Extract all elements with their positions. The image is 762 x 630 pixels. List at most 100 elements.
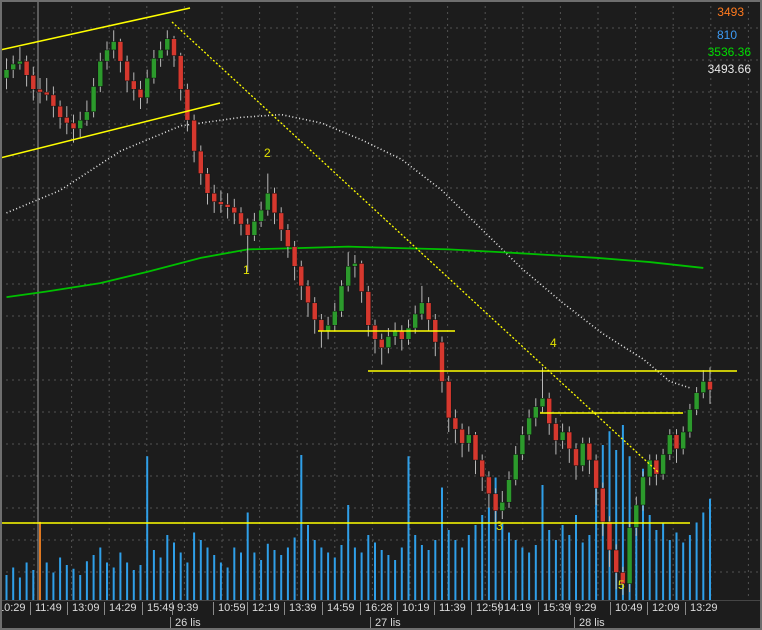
candle (57, 105, 63, 118)
volume-bar (213, 555, 216, 600)
volume-bar (273, 550, 276, 600)
candle (626, 527, 633, 584)
volume-bar (441, 487, 443, 600)
candle (573, 448, 579, 466)
volume-bar (313, 540, 316, 600)
candle (512, 454, 519, 480)
volume-bar (246, 512, 249, 600)
volume-bar (467, 535, 470, 600)
candle (84, 111, 90, 121)
volume-bar (99, 547, 102, 600)
price-chart-canvas[interactable]: 1 2 3 4 5 (0, 0, 762, 600)
date-axis[interactable]: 26 lis 27 lis 28 lis (0, 616, 762, 630)
volume-bar (474, 525, 477, 600)
time-tick-label: 12:59 (471, 602, 504, 615)
downtrend-line (171, 21, 659, 473)
candle (184, 89, 191, 121)
wave-label-2: 2 (264, 146, 271, 160)
volume-bar (72, 568, 75, 600)
volume-bar (494, 477, 497, 600)
wave-label-4: 4 (550, 336, 557, 350)
volume-bar (320, 547, 323, 600)
ma-fast-value-label: 3493.66 (707, 62, 751, 76)
volume-bar (554, 540, 557, 600)
candle (593, 459, 599, 489)
time-tick-label: 10:29 (0, 602, 26, 615)
candle (3, 69, 10, 79)
volume-bar (420, 545, 423, 600)
volume-bar (347, 505, 350, 600)
volume-bar (199, 540, 202, 600)
channel-upper (0, 7, 191, 51)
volume-bar (461, 547, 464, 600)
volume-bar (293, 537, 296, 600)
volume-bar (240, 552, 242, 600)
candle (345, 266, 351, 287)
volume-bar (387, 555, 390, 600)
candle (506, 479, 512, 503)
candle (285, 229, 291, 247)
candle (37, 89, 43, 93)
volume-bar (300, 455, 303, 600)
volume-bar (514, 540, 517, 600)
time-axis[interactable]: 10:29 11:49 13:09 14:29 15:49 9:39 10:59 12:19 1… (0, 600, 762, 617)
candle (164, 38, 171, 51)
candle (110, 41, 117, 51)
candle (653, 459, 660, 475)
time-tick-label: 13:39 (284, 602, 317, 615)
candle (646, 459, 653, 478)
volume-bar (119, 552, 122, 600)
date-label: 27 lis (370, 617, 401, 630)
candle (546, 398, 552, 424)
volume-bar (32, 570, 35, 600)
candle (539, 398, 546, 407)
candle (553, 423, 559, 441)
candle (151, 58, 157, 79)
volume-bar (648, 515, 651, 600)
volume-bar (39, 521, 41, 600)
time-tick-label: 9:29 (570, 602, 596, 615)
volume-bar (112, 567, 115, 600)
volume-bar (709, 498, 711, 600)
candle (258, 209, 264, 222)
volume-bar (528, 552, 531, 600)
candle (291, 246, 298, 267)
volume-bar (548, 530, 551, 600)
candle (231, 207, 238, 214)
candle (157, 49, 164, 59)
candle (479, 459, 485, 478)
volume-bar (702, 512, 705, 600)
candle (372, 324, 378, 340)
candle (90, 86, 97, 113)
candle (533, 406, 539, 419)
volume-bar (407, 456, 410, 600)
candle (700, 381, 707, 393)
volume-bar (25, 562, 28, 600)
candle (559, 431, 566, 441)
time-tick-label: 11:49 (30, 602, 62, 615)
candle (405, 327, 412, 340)
time-tick-label: 10:59 (213, 602, 246, 615)
candle (311, 302, 318, 320)
volume-bar (588, 535, 591, 600)
volume-bar (132, 570, 135, 600)
candle (218, 201, 224, 205)
candle (412, 313, 418, 329)
time-tick-label: 14:19 (499, 602, 532, 615)
candle (318, 319, 325, 332)
candle (265, 192, 271, 211)
volume-bar (635, 505, 638, 600)
candle (23, 60, 30, 76)
candle (399, 330, 405, 340)
candle (17, 60, 23, 65)
candle (365, 291, 372, 326)
volume-bar (65, 565, 68, 600)
volume-bar (581, 542, 584, 600)
volume-bar (146, 456, 149, 600)
volume-bar (655, 530, 658, 600)
volume-bar (179, 552, 182, 600)
candle (606, 521, 613, 551)
candle (137, 89, 144, 98)
volume-bar (541, 485, 544, 600)
